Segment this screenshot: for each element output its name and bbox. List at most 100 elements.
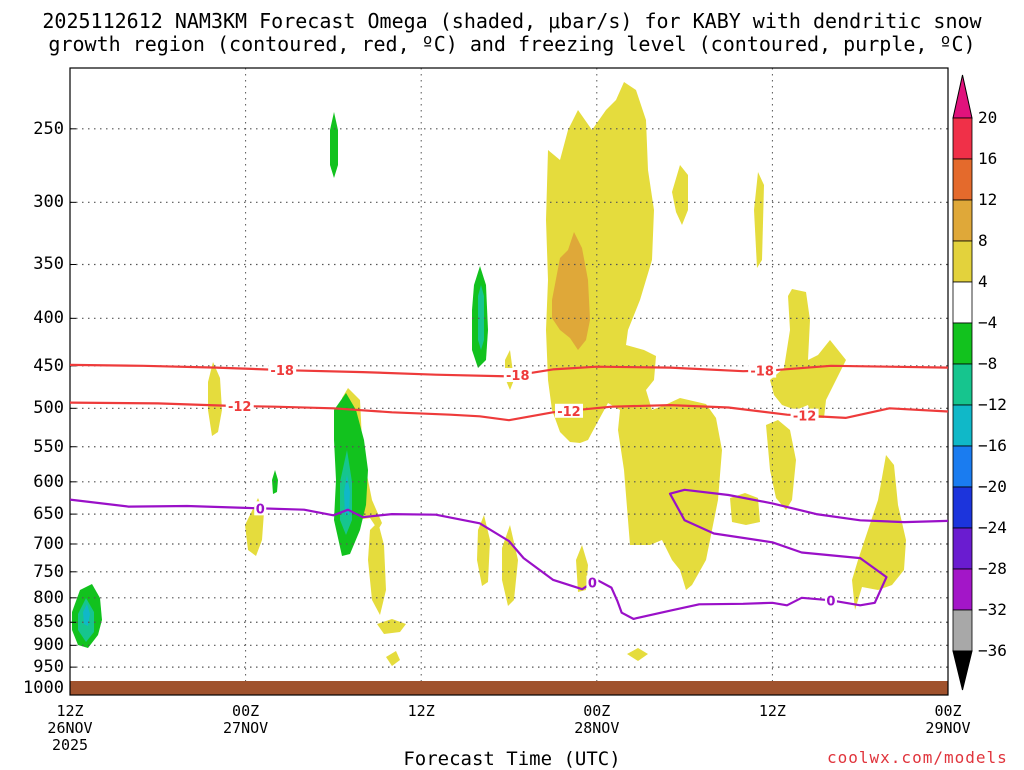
x-tick-label-line1: 00Z [583,702,611,720]
x-tick-label-line1: 12Z [56,702,84,720]
colorbar-bottom-arrow [952,650,973,691]
colorbar-label: 8 [978,231,988,250]
contour-label-bg [225,399,254,414]
contour-label-minus12: -12 [793,410,817,425]
contour-label-bg [503,368,532,383]
colorbar-swatch [952,281,973,324]
colorbar-swatch [952,445,973,488]
omega-region-ascent-right-5 [852,455,906,610]
omega-region-orange-core [552,232,590,350]
x-tick-label-line2: 29NOV [925,719,971,737]
y-tick-label-450: 450 [33,355,64,376]
colorbar-swatch [952,609,973,652]
omega-region-ascent-right-1 [754,172,764,268]
contour-label-bg [268,363,297,378]
colorbar-top-arrow [952,74,973,119]
plot-frame [69,67,949,696]
contour-label-bg [748,363,777,378]
omega-colorbar [952,74,973,691]
contour-label-freezing: 0 [826,594,835,609]
omega-region-descent-core-1 [478,285,484,350]
y-tick-label-250: 250 [33,118,64,139]
y-tick-label-950: 950 [33,657,64,678]
x-tick-label-line2: 28NOV [574,719,620,737]
contour-label-bg [790,408,819,423]
chart-title-line-1: 2025112612 NAM3KM Forecast Omega (shaded… [42,9,982,33]
contour-label-bg [586,575,599,590]
chart-title-line-2: growth region (contoured, red, ºC) and f… [48,32,976,56]
omega-region-ascent-small-11 [627,648,648,661]
contour-label-freezing: 0 [256,502,265,517]
y-tick-label-350: 350 [33,254,64,275]
x-tick-label-line2: 27NOV [223,719,269,737]
omega-region-ascent-small-9 [377,619,406,634]
y-tick-label-500: 500 [33,398,64,419]
omega-shading [72,82,906,666]
contour-minus18 [70,363,948,378]
contour-label-minus18: -18 [270,364,294,379]
colorbar-swatch [952,404,973,447]
colorbar-label: 20 [978,108,998,127]
contour-label-minus12: -12 [557,405,581,420]
colorbar-swatch [952,568,973,611]
contour-label-bg [824,593,837,608]
omega-region-ascent-small-4 [368,522,386,615]
y-tick-label-400: 400 [33,308,64,329]
omega-region-ascent-tower [672,165,688,225]
x-tick-label-line3: 2025 [51,736,89,754]
y-tick-label-750: 750 [33,561,64,582]
y-tick-label-800: 800 [33,587,64,608]
colorbar-label: −36 [978,641,1007,660]
omega-region-ascent-small-10 [386,651,400,666]
omega-region-ascent-right-2 [770,289,846,418]
colorbar-label: −32 [978,600,1007,619]
contour-freezing [70,488,948,620]
y-tick-label-1000: 1000 [23,677,64,698]
x-tick-label-line1: 00Z [232,702,260,720]
contour-label-minus18: -18 [750,365,774,380]
omega-region-descent-peak-2 [83,604,90,626]
colorbar-label: −8 [978,354,998,373]
y-tick-label-850: 850 [33,612,64,633]
pressure-grid [70,68,948,695]
y-tick-label-300: 300 [33,192,64,213]
y-tick-label-600: 600 [33,471,64,492]
y-tick-label-700: 700 [33,533,64,554]
omega-region-ascent-small-1 [208,362,222,436]
colorbar-swatch [952,527,973,570]
colorbar-swatch [952,322,973,365]
omega-region-descent-3 [334,393,368,556]
terrain-surface [70,681,948,695]
colorbar-label: −4 [978,313,998,332]
contour-label-minus12: -12 [228,400,252,415]
omega-region-ascent-small-8 [576,545,588,592]
x-tick-label-line1: 12Z [407,702,435,720]
colorbar-swatch [952,117,973,160]
colorbar-label: −24 [978,518,1007,537]
omega-region-descent-1 [330,112,338,178]
y-tick-label-650: 650 [33,504,64,525]
colorbar-label: 12 [978,190,998,209]
colorbar-label: −12 [978,395,1007,414]
site-credit: coolwx.com/models [827,748,1008,767]
y-tick-label-900: 900 [33,635,64,656]
contour-label-minus18: -18 [506,369,530,384]
colorbar-swatch [952,158,973,201]
omega-region-ascent-small-5 [477,515,490,586]
x-tick-label-line1: 00Z [934,702,962,720]
x-tick-label-line2: 26NOV [47,719,93,737]
y-tick-label-550: 550 [33,436,64,457]
contour-label-bg [254,501,267,516]
x-tick-label-line1: 12Z [758,702,786,720]
colorbar-label: −28 [978,559,1007,578]
colorbar-swatch [952,199,973,242]
x-axis-title: Forecast Time (UTC) [403,748,621,770]
contour-label-bg [554,403,583,418]
colorbar-label: 4 [978,272,988,291]
omega-region-descent-peak-1 [344,475,350,515]
contour-label-freezing: 0 [588,577,597,592]
omega-region-ascent-right-4 [730,493,760,525]
colorbar-label: −20 [978,477,1007,496]
colorbar-label: 16 [978,149,998,168]
